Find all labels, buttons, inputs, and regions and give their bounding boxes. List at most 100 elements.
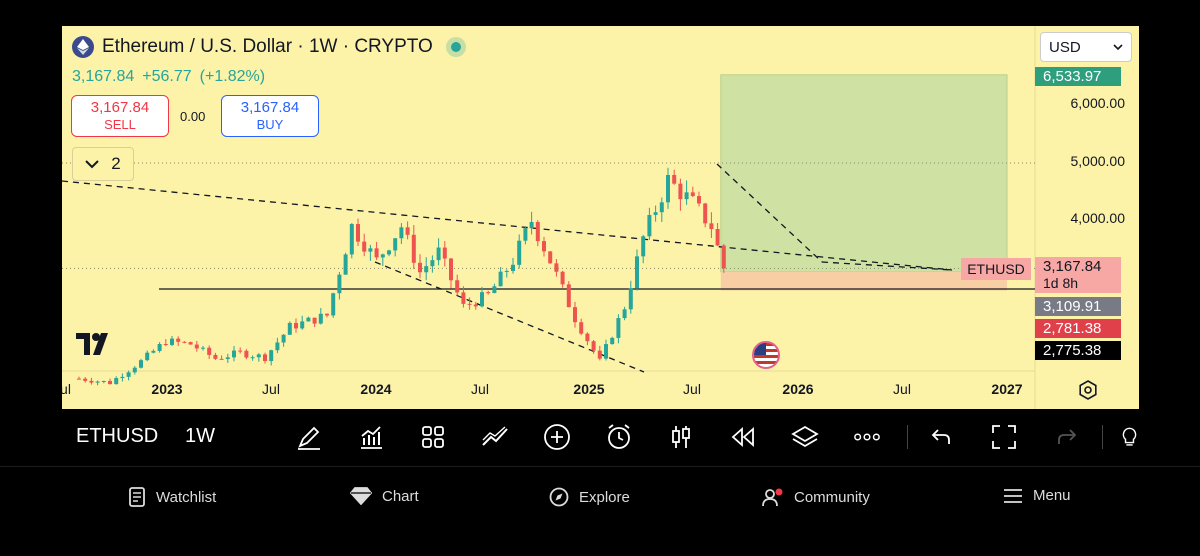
nav-watchlist[interactable]: Watchlist: [128, 487, 216, 507]
last-price-label: 3,167.84 1d 8h: [1035, 257, 1121, 293]
market-open-indicator: [450, 42, 461, 52]
candles-icon[interactable]: [667, 423, 695, 451]
candle-body: [436, 247, 441, 261]
chart-toolbar: ETHUSD 1W: [62, 409, 1139, 465]
compare-icon[interactable]: [481, 423, 509, 451]
candle-body: [721, 245, 726, 269]
candle-body: [114, 378, 119, 385]
x-tick-label: 2024: [360, 381, 392, 397]
x-tick-label: Jul: [893, 381, 911, 397]
candle-body: [418, 262, 422, 273]
candle-body: [659, 202, 664, 213]
buy-button[interactable]: 3,167.84 BUY: [221, 95, 319, 137]
candle-body: [176, 338, 181, 342]
undo-icon[interactable]: [927, 423, 955, 451]
candle-body: [548, 251, 553, 264]
candle-body: [207, 347, 212, 355]
lower-trendline: [374, 261, 645, 373]
x-tick-label: Jul: [62, 381, 71, 397]
ethereum-icon: [72, 36, 94, 58]
candle-body: [300, 321, 305, 329]
indicators-count: 2: [111, 154, 121, 173]
candle-body: [492, 286, 497, 294]
candle-body: [461, 292, 466, 304]
candle-body: [405, 227, 410, 235]
candle-body: [566, 284, 571, 308]
redo-icon[interactable]: [1053, 423, 1081, 451]
nav-watchlist-label: Watchlist: [156, 488, 217, 506]
indicators-collapse-button[interactable]: 2: [72, 147, 134, 181]
nav-chart[interactable]: Chart: [350, 487, 419, 505]
candle-body: [635, 256, 639, 289]
chart-area[interactable]: Ethereum / U.S. Dollar · 1W · CRYPTO 3,1…: [62, 26, 1139, 409]
templates-icon[interactable]: [419, 423, 447, 451]
chevron-down-icon: [1113, 43, 1123, 50]
candle-body: [715, 228, 720, 246]
bottom-navigation: Watchlist Chart Explore Community Menu: [0, 466, 1200, 556]
candle-body: [399, 227, 404, 239]
candle-body: [449, 258, 453, 281]
candle-body: [83, 378, 88, 381]
entry-price-label: 3,109.91: [1035, 297, 1121, 316]
indicators-icon[interactable]: [357, 423, 385, 451]
candle-body: [604, 344, 608, 359]
candle-body: [678, 183, 683, 200]
us-flag-icon[interactable]: [752, 341, 780, 369]
candle-body: [287, 322, 292, 335]
target-price-label: 6,533.97: [1035, 67, 1121, 86]
candle-body: [139, 360, 143, 368]
sell-button[interactable]: 3,167.84 SELL: [71, 95, 169, 137]
candle-body: [647, 214, 652, 237]
candle-body: [579, 322, 584, 334]
more-icon[interactable]: [853, 423, 881, 451]
candle-body: [269, 350, 274, 362]
candle-body: [467, 303, 472, 305]
toolbar-timeframe[interactable]: 1W: [185, 425, 215, 447]
candle-body: [393, 238, 398, 251]
nav-community[interactable]: Community: [762, 487, 870, 507]
candle-body: [145, 352, 150, 361]
candle-body: [473, 304, 478, 307]
candle-body: [132, 367, 137, 373]
candle-body: [430, 260, 435, 267]
toolbar-symbol[interactable]: ETHUSD: [76, 425, 159, 447]
candle-body: [312, 317, 317, 324]
candle-body: [411, 234, 416, 263]
layers-icon[interactable]: [791, 423, 819, 451]
candle-body: [95, 381, 100, 383]
nav-menu[interactable]: Menu: [1003, 487, 1071, 504]
candle-body: [337, 274, 342, 294]
candle-body: [672, 174, 677, 184]
alert-icon[interactable]: [605, 423, 633, 451]
add-icon[interactable]: [543, 423, 571, 451]
currency-select[interactable]: USD: [1040, 32, 1132, 62]
y-tick-label: 4,000.00: [1070, 210, 1126, 226]
candle-body: [108, 380, 112, 385]
compass-icon: [549, 487, 569, 507]
replay-icon[interactable]: [729, 423, 757, 451]
stop-price-label: 2,781.38: [1035, 319, 1121, 338]
currency-value: USD: [1049, 38, 1081, 56]
candle-body: [480, 292, 484, 307]
candle-body: [182, 341, 187, 343]
candle-body: [318, 313, 323, 324]
candle-body: [380, 254, 385, 258]
price-plot[interactable]: [62, 26, 1139, 409]
settings-icon[interactable]: [1078, 380, 1098, 405]
candle-body: [126, 372, 131, 377]
fullscreen-icon[interactable]: [990, 423, 1018, 451]
toolbar-divider: [907, 425, 908, 449]
candle-body: [294, 322, 298, 329]
buy-label: BUY: [256, 117, 284, 132]
nav-explore-label: Explore: [579, 488, 630, 506]
candle-body: [263, 354, 267, 362]
candle-body: [356, 224, 360, 242]
draw-icon[interactable]: [295, 423, 323, 451]
candle-body: [666, 174, 670, 203]
bulb-icon[interactable]: [1120, 423, 1139, 451]
candle-body: [101, 380, 106, 382]
hamburger-menu-icon: [1004, 488, 1022, 503]
symbol-header[interactable]: Ethereum / U.S. Dollar · 1W · CRYPTO: [72, 36, 461, 58]
candle-body: [498, 271, 503, 287]
nav-explore[interactable]: Explore: [549, 487, 630, 507]
